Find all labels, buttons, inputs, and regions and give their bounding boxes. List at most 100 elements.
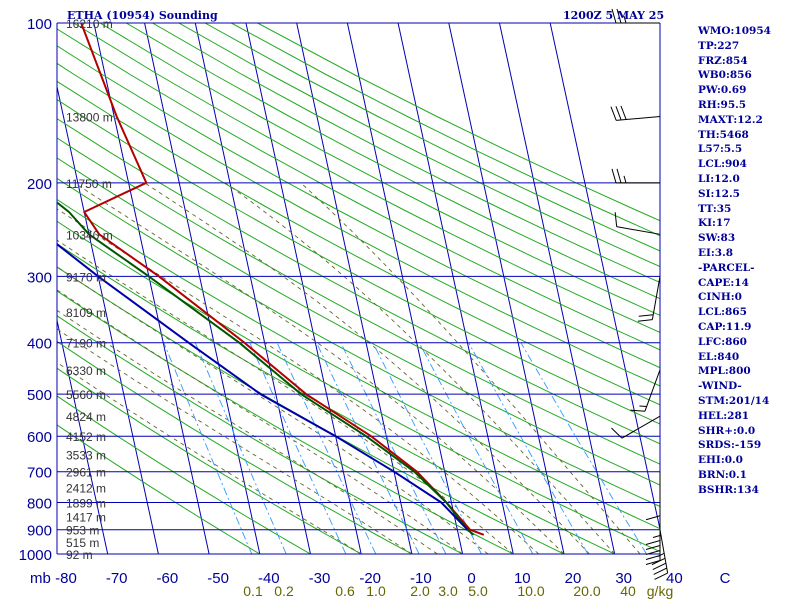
dry-adiabat <box>57 62 660 387</box>
dry-adiabat <box>57 367 362 554</box>
stats-panel: WMO:10954 TP:227 FRZ:854 WB0:856 PW:0.69 RH:9… <box>698 24 771 498</box>
stat-item: LCL:865 <box>698 306 747 319</box>
temperature-tick-label: -80 <box>55 570 77 587</box>
mixing-ratio-label: 0.6 <box>335 583 355 599</box>
pressure-tick-label: 500 <box>27 387 52 404</box>
dry-adiabat <box>178 23 660 268</box>
stat-item: EL:840 <box>698 350 740 363</box>
mixing-ratio-label: 1.0 <box>366 583 386 599</box>
wind-barb <box>610 105 661 121</box>
temperature-tick-label: -10 <box>410 570 432 587</box>
dry-adiabat <box>73 23 660 333</box>
dry-adiabat <box>57 243 615 554</box>
pressure-tick-label: 200 <box>27 176 52 193</box>
stat-item: EHI:0.0 <box>698 454 743 467</box>
stat-item: CAPE:14 <box>698 276 749 289</box>
stat-item: PW:0.69 <box>698 84 747 97</box>
height-label: 13800 m <box>66 111 113 125</box>
stat-item: FRZ:854 <box>698 54 748 67</box>
wind-barb <box>611 8 660 24</box>
isotherm-line <box>346 23 464 554</box>
chart-title: ETHA (10954) Sounding <box>67 9 218 22</box>
stat-item: BRN:0.1 <box>698 468 747 481</box>
height-label: 7190 m <box>66 337 106 351</box>
height-label: 11750 m <box>66 177 112 191</box>
isotherm-line <box>57 318 109 554</box>
dry-adiabat <box>57 137 660 465</box>
dry-adiabat <box>152 23 660 284</box>
pressure-tick-label: 600 <box>27 429 52 446</box>
wind-barb <box>630 369 661 412</box>
stat-item: BSHR:134 <box>698 483 759 496</box>
stat-item: WB0:856 <box>698 69 752 82</box>
dry-adiabat <box>57 340 413 554</box>
mixing-ratio-line <box>316 342 420 554</box>
stat-item: WMO:10954 <box>698 25 771 37</box>
temperature-tick-label: 0 <box>467 570 475 587</box>
height-label: 953 m <box>66 524 99 538</box>
pressure-tick-label: 300 <box>27 269 52 286</box>
height-label: 8109 m <box>66 306 106 320</box>
stat-item: CINH:0 <box>698 291 742 304</box>
isotherm-line <box>245 23 362 554</box>
dry-adiabat <box>231 23 660 237</box>
dry-adiabat <box>99 23 660 316</box>
isotherm-line <box>93 23 210 554</box>
dry-adiabat <box>57 395 311 554</box>
pressure-tick-label: 800 <box>27 496 52 513</box>
stat-item: SHR+:0.0 <box>698 424 756 437</box>
stat-item: LCL:904 <box>698 158 747 171</box>
mixing-ratio-label: 40 <box>620 583 636 599</box>
height-label: 4152 m <box>66 430 106 444</box>
dry-adiabat <box>57 177 660 508</box>
height-label: 4824 m <box>66 410 106 424</box>
height-label: 10340 m <box>66 228 113 242</box>
temperature-tick-label: 30 <box>615 570 632 587</box>
pressure-tick-label: 100 <box>27 16 52 33</box>
wind-barb <box>651 529 669 580</box>
isotherm-line <box>194 23 311 554</box>
temperature-profile <box>80 23 485 536</box>
dry-adiabat <box>57 157 660 486</box>
height-label: 1899 m <box>66 497 106 511</box>
mixing-ratio-label: g/kg <box>647 583 673 599</box>
dry-adiabat <box>57 28 660 351</box>
mixing-ratio-line <box>163 342 253 554</box>
mixing-ratio-label: 3.0 <box>438 583 458 599</box>
stat-item: SRDS:-159 <box>698 439 762 452</box>
stat-item: -PARCEL- <box>698 261 755 274</box>
background-lines <box>0 22 661 555</box>
temperature-tick-label: 10 <box>514 570 531 587</box>
valid-time: 1200Z 5 MAY 25 <box>563 9 665 22</box>
wind-barb <box>611 415 661 439</box>
dry-adiabat <box>57 99 660 425</box>
moist-adiabat <box>57 328 413 554</box>
stat-item: MPL:800 <box>698 365 751 378</box>
isotherm-line <box>296 23 413 554</box>
height-label: 6330 m <box>66 364 106 378</box>
isotherm-line <box>448 23 565 554</box>
mixing-ratio-line <box>520 342 647 554</box>
mixing-ratio-line <box>418 342 534 554</box>
dry-adiabat <box>57 424 261 554</box>
stat-item: KI:17 <box>698 217 731 230</box>
stat-item: TT:35 <box>698 202 732 215</box>
isotherm-line <box>0 23 6 554</box>
height-label: 515 m <box>66 536 99 550</box>
mixing-ratio-label: 0.2 <box>274 583 294 599</box>
height-label: 1417 m <box>66 511 106 525</box>
mixing-ratio-line <box>276 342 377 554</box>
mixing-ratio-label: 5.0 <box>468 583 488 599</box>
mixing-ratio-label: 0.1 <box>243 583 263 599</box>
isotherm-line <box>144 23 261 554</box>
temperature-tick-label: C <box>720 570 731 587</box>
mixing-ratio-line <box>340 342 447 554</box>
mixing-ratio-label: 2.0 <box>410 583 430 599</box>
moist-adiabat <box>57 208 540 554</box>
height-label: 3533 m <box>66 449 106 463</box>
parcel-profile <box>57 242 469 531</box>
stat-item: LI:12.0 <box>698 172 740 185</box>
stat-item: STM:201/14 <box>698 394 770 407</box>
stat-item: -WIND- <box>698 380 742 393</box>
